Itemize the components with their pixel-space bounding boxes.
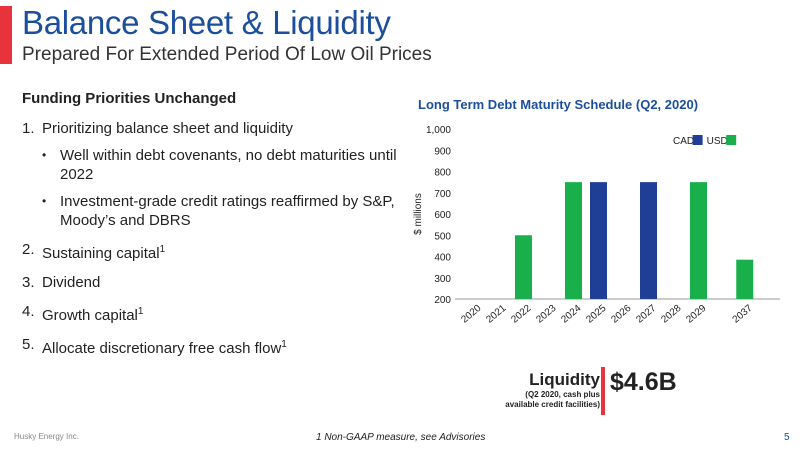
page-number: 5 (784, 432, 790, 443)
priority-item: 1. Prioritizing balance sheet and liquid… (22, 119, 402, 138)
priority-number: 1. (22, 120, 35, 137)
liquidity-note: (Q2 2020, cash plus (525, 390, 600, 399)
y-tick-label: 500 (434, 231, 451, 242)
x-tick-label: 2027 (634, 303, 658, 326)
bar-cad-2027 (640, 182, 657, 299)
priority-text: Prioritizing balance sheet and liquidity (42, 120, 293, 137)
x-tick-label: 2025 (584, 303, 608, 326)
priority-number: 5. (22, 336, 35, 353)
x-tick-label: 2037 (731, 303, 755, 326)
priority-number: 3. (22, 274, 35, 291)
priority-item: 3. Dividend (22, 273, 402, 292)
priority-item: 2. Sustaining capital1 (22, 240, 402, 263)
priority-item: 5. Allocate discretionary free cash flow… (22, 335, 402, 358)
footnote-marker: 1 (281, 339, 287, 350)
footnote-marker: 1 (137, 306, 144, 317)
priority-text: Dividend (42, 274, 101, 291)
sub-item-text: Investment-grade credit ratings reaffirm… (60, 193, 395, 229)
y-axis-label: $ millions (413, 193, 424, 235)
legend-swatch-usd (726, 135, 737, 145)
priority-text: Allocate discretionary free cash flow (42, 340, 282, 357)
liquidity-note: available credit facilities) (505, 400, 600, 409)
sub-item: • Well within debt covenants, no debt ma… (22, 146, 402, 184)
title-accent-bar (0, 6, 12, 64)
liquidity-label: Liquidity (529, 370, 600, 389)
y-tick-label: 900 (434, 146, 451, 157)
x-tick-label: 2023 (534, 303, 558, 326)
x-tick-label: 2024 (559, 303, 583, 326)
y-tick-label: 700 (434, 189, 451, 200)
footnote-marker: 1 (159, 244, 166, 255)
bar-usd-2022 (515, 235, 532, 299)
x-tick-label: 2028 (659, 303, 683, 326)
x-tick-label: 2029 (684, 303, 708, 326)
liquidity-divider (601, 367, 605, 415)
debt-maturity-chart: 200 300 400 500 600 700 800 900 1,000 $ millions 2… (413, 125, 780, 326)
x-tick-label: 2020 (459, 303, 483, 326)
priority-item: 4. Growth capital1 (22, 302, 402, 325)
liquidity-value: $4.6B (610, 368, 677, 396)
footer-note: 1 Non-GAAP measure, see Advisories (316, 432, 486, 443)
priority-number: 4. (22, 303, 35, 320)
priority-text: Growth capital (42, 307, 138, 324)
bar-usd-2024 (565, 182, 582, 299)
x-tick-label: 2022 (509, 303, 533, 326)
sub-item: • Investment-grade credit ratings reaffi… (22, 192, 402, 230)
y-tick-label: 400 (434, 253, 451, 264)
y-tick-label: 600 (434, 210, 451, 221)
y-tick-label: 300 (434, 274, 451, 285)
bar-cad-2025 (590, 182, 607, 299)
page-title: Balance Sheet & Liquidity (22, 4, 391, 41)
priority-text: Sustaining capital (42, 245, 160, 262)
funding-heading: Funding Priorities Unchanged (22, 90, 237, 107)
page-subtitle: Prepared For Extended Period Of Low Oil … (22, 44, 432, 65)
chart-title: Long Term Debt Maturity Schedule (Q2, 20… (418, 97, 699, 112)
bullet-icon: • (42, 194, 47, 208)
priority-number: 2. (22, 241, 35, 258)
footer-company: Husky Energy Inc. (14, 432, 79, 441)
legend-label-usd: USD (707, 136, 728, 147)
x-tick-label: 2026 (609, 303, 633, 326)
y-tick-label: 200 (434, 295, 451, 306)
legend-swatch-cad (692, 135, 703, 145)
y-tick-label: 800 (434, 168, 451, 179)
x-tick-label: 2021 (484, 303, 508, 326)
legend-label-cad: CAD (673, 136, 694, 147)
liquidity-block: Liquidity (Q2 2020, cash plus available … (440, 370, 600, 410)
bullet-icon: • (42, 148, 47, 162)
y-tick-label: 1,000 (426, 125, 451, 136)
sub-item-text: Well within debt covenants, no debt matu… (60, 147, 397, 183)
funding-priorities: Funding Priorities Unchanged 1. Prioriti… (22, 90, 402, 368)
bar-usd-2037 (736, 259, 754, 299)
bar-usd-2029 (690, 182, 707, 299)
